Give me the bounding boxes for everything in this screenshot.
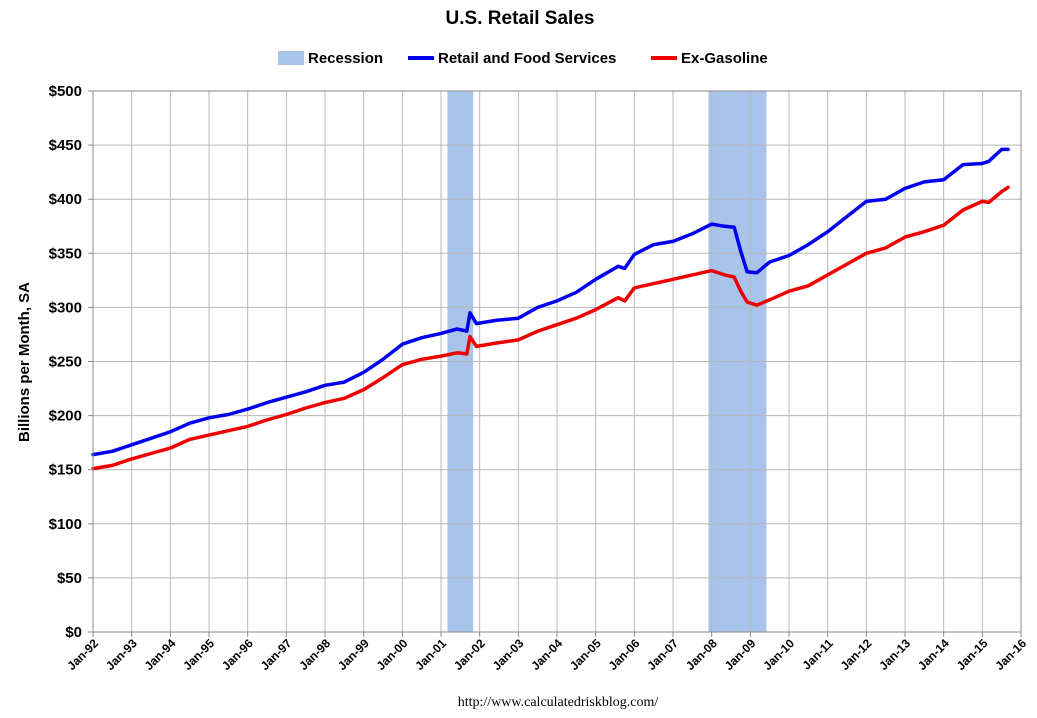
x-tick-label: Jan-08 bbox=[683, 636, 720, 673]
y-tick-label: $50 bbox=[57, 570, 82, 587]
legend-label: Retail and Food Services bbox=[438, 50, 616, 67]
y-tick-label: $500 bbox=[49, 83, 82, 100]
x-tick-label: Jan-94 bbox=[142, 636, 179, 673]
y-tick-label: $350 bbox=[49, 245, 82, 262]
legend-label: Ex-Gasoline bbox=[681, 50, 768, 67]
x-tick-label: Jan-09 bbox=[722, 636, 759, 673]
x-tick-label: Jan-02 bbox=[451, 636, 488, 673]
x-tick-label: Jan-98 bbox=[296, 636, 333, 673]
y-axis-ticks: $0 $50 $100 $150 $200 $250 $300 $350 $400 $450 $50… bbox=[49, 83, 93, 641]
x-tick-label: Jan-03 bbox=[490, 636, 527, 673]
series-line-retail-and-food-services bbox=[91, 147, 1010, 457]
chart-title: U.S. Retail Sales bbox=[446, 8, 595, 29]
legend-swatch-recession bbox=[278, 51, 304, 65]
x-tick-label: Jan-97 bbox=[258, 636, 295, 673]
x-tick-label: Jan-10 bbox=[760, 636, 797, 673]
x-axis-ticks: Jan-92 Jan-93 Jan-94 Jan-95 Jan-96 Jan-97 Jan-… bbox=[64, 632, 1029, 673]
x-tick-label: Jan-12 bbox=[838, 636, 875, 673]
y-axis-label: Billions per Month, SA bbox=[16, 282, 33, 442]
y-tick-label: $400 bbox=[49, 191, 82, 208]
y-tick-label: $250 bbox=[49, 354, 82, 371]
x-tick-label: Jan-15 bbox=[954, 636, 991, 673]
y-tick-label: $300 bbox=[49, 299, 82, 316]
x-tick-label: Jan-05 bbox=[567, 636, 604, 673]
x-tick-label: Jan-92 bbox=[64, 636, 101, 673]
x-tick-label: Jan-13 bbox=[876, 636, 913, 673]
legend-label: Recession bbox=[308, 50, 383, 67]
legend: Recession Retail and Food Services Ex-Gaso… bbox=[278, 50, 768, 67]
y-tick-label: $450 bbox=[49, 137, 82, 154]
source-url: http://www.calculatedriskblog.com/ bbox=[458, 695, 659, 710]
y-tick-label: $150 bbox=[49, 462, 82, 479]
x-tick-label: Jan-00 bbox=[374, 636, 411, 673]
x-tick-label: Jan-95 bbox=[180, 636, 217, 673]
x-tick-label: Jan-07 bbox=[644, 636, 681, 673]
series-lines bbox=[91, 147, 1010, 471]
y-tick-label: $100 bbox=[49, 516, 82, 533]
series-line-ex-gasoline bbox=[91, 185, 1010, 471]
x-tick-label: Jan-01 bbox=[412, 636, 449, 673]
x-tick-label: Jan-99 bbox=[335, 636, 372, 673]
gridlines bbox=[92, 90, 1022, 633]
x-tick-label: Jan-96 bbox=[219, 636, 256, 673]
x-tick-label: Jan-11 bbox=[799, 636, 836, 673]
y-tick-label: $0 bbox=[65, 624, 82, 641]
x-tick-label: Jan-14 bbox=[915, 636, 952, 673]
x-tick-label: Jan-04 bbox=[528, 636, 565, 673]
x-tick-label: Jan-93 bbox=[103, 636, 140, 673]
y-tick-label: $200 bbox=[49, 408, 82, 425]
x-tick-label: Jan-06 bbox=[606, 636, 643, 673]
x-tick-label: Jan-16 bbox=[992, 636, 1029, 673]
